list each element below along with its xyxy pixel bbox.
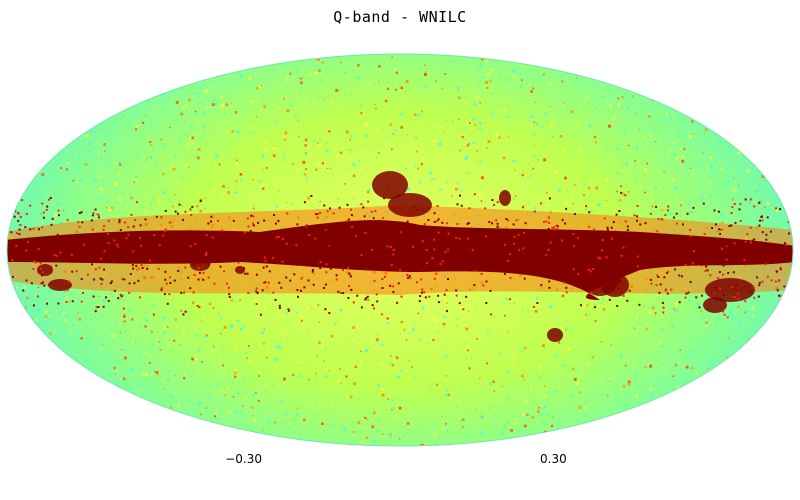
colorbar-max-label: 0.30 — [540, 452, 567, 466]
colorbar — [268, 455, 531, 465]
colorbar-fill — [268, 455, 531, 465]
colorbar-min-label: −0.30 — [225, 452, 262, 466]
galactic-plane — [7, 171, 793, 342]
map-border — [6, 53, 794, 447]
map-title: Q-band - WNILC — [333, 8, 467, 26]
